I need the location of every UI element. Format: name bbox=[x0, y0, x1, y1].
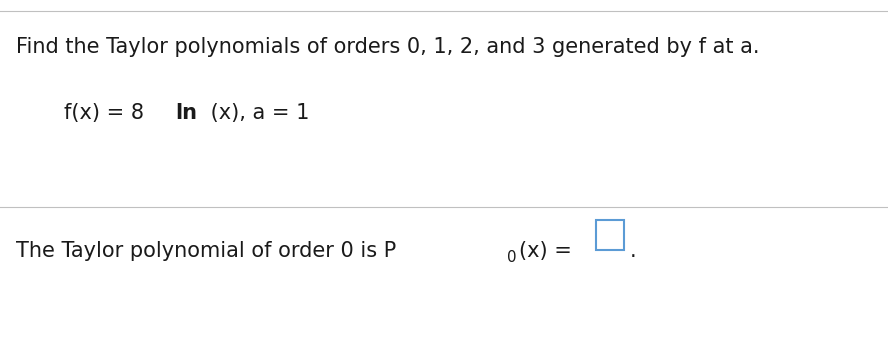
Text: f(x) = 8: f(x) = 8 bbox=[64, 103, 151, 122]
Text: (x) =: (x) = bbox=[519, 241, 578, 261]
Bar bbox=[596, 220, 624, 250]
Text: (x), a = 1: (x), a = 1 bbox=[204, 103, 310, 122]
Text: The Taylor polynomial of order 0 is P: The Taylor polynomial of order 0 is P bbox=[16, 241, 396, 261]
Text: Find the Taylor polynomials of orders 0, 1, 2, and 3 generated by f at a.: Find the Taylor polynomials of orders 0,… bbox=[16, 37, 759, 57]
Text: 0: 0 bbox=[507, 250, 516, 265]
Text: ln: ln bbox=[176, 103, 198, 122]
Text: .: . bbox=[630, 241, 636, 261]
